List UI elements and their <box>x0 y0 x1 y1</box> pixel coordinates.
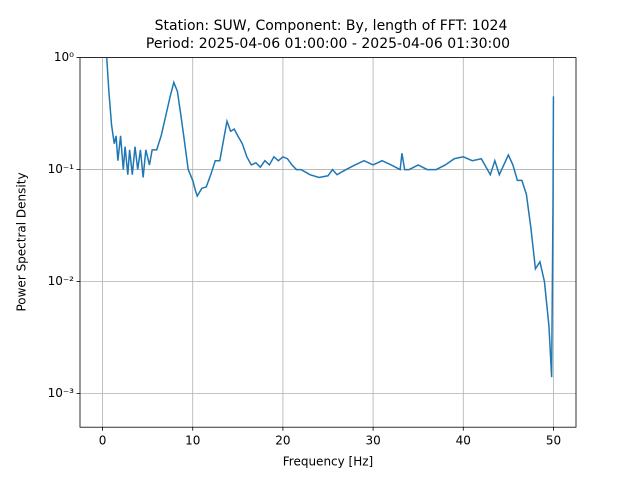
y-axis-label: Power Spectral Density <box>15 172 29 311</box>
y-tick-label: 10⁻¹ <box>48 162 75 176</box>
x-tick-label: 30 <box>365 434 380 448</box>
x-tick-label: 10 <box>185 434 200 448</box>
x-tick-label: 50 <box>546 434 561 448</box>
chart-title: Station: SUW, Component: By, length of F… <box>155 18 508 34</box>
x-tick-label: 20 <box>275 434 290 448</box>
chart-subtitle: Period: 2025-04-06 01:00:00 - 2025-04-06… <box>146 36 510 52</box>
line-series <box>105 57 555 378</box>
y-tick-label: 10⁰ <box>54 50 74 64</box>
x-tick-label: 0 <box>99 434 107 448</box>
plot-frame <box>79 57 577 428</box>
y-tick-label: 10⁻³ <box>48 386 75 400</box>
x-axis-label: Frequency [Hz] <box>283 455 374 469</box>
y-tick-label: 10⁻² <box>48 274 75 288</box>
x-tick-label: 40 <box>456 434 471 448</box>
